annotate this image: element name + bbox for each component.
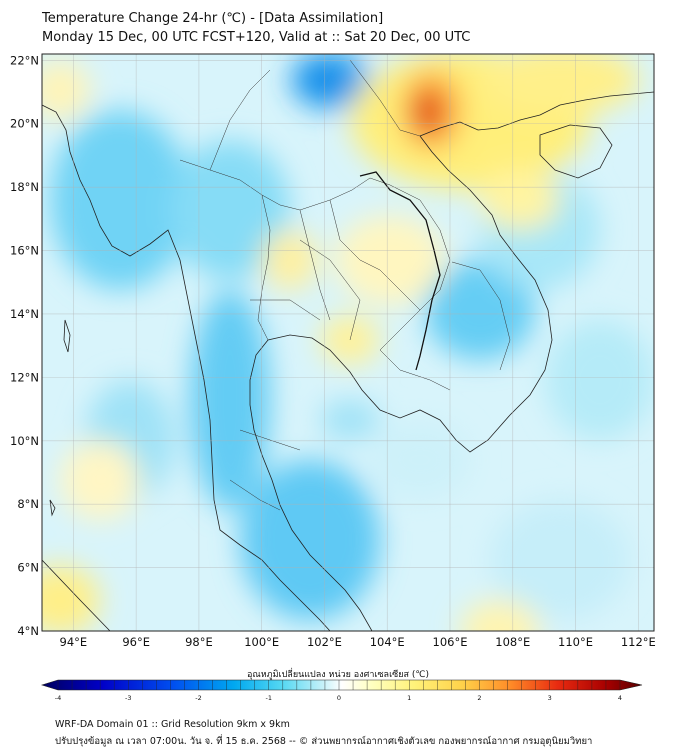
latitude-tick-label: 8°N: [17, 497, 39, 511]
colorbar-tick-label: -4: [55, 694, 61, 702]
map-subtitle: Monday 15 Dec, 00 UTC FCST+120, Valid at…: [42, 30, 471, 45]
latitude-tick-label: 18°N: [10, 180, 39, 194]
longitude-tick-label: 100°E: [244, 635, 279, 649]
latitude-labels: 4°N 6°N 8°N 10°N 12°N 14°N 16°N 18°N 20°N 22°N: [10, 53, 39, 638]
country-border: [359, 171, 441, 371]
longitude-tick-label: 94°E: [60, 635, 88, 649]
latitude-tick-label: 20°N: [10, 117, 39, 131]
colorbar-tick-label: -2: [195, 694, 201, 702]
longitude-tick-label: 96°E: [122, 635, 150, 649]
colorbar-tick-label: 0: [337, 694, 341, 702]
colorbar-tick-label: 3: [548, 694, 552, 702]
longitude-tick-label: 110°E: [558, 635, 593, 649]
footer-model-info: WRF-DA Domain 01 :: Grid Resolution 9km …: [55, 719, 290, 730]
colorbar-tick-label: -1: [266, 694, 272, 702]
map-title: Temperature Change 24-hr (℃) - [Data Ass…: [42, 11, 384, 26]
colorbar-bar: [40, 679, 643, 691]
colorbar-tick-label: 1: [407, 694, 411, 702]
latitude-tick-label: 4°N: [17, 624, 39, 638]
latitude-tick-label: 22°N: [10, 53, 39, 67]
colorbar-tick-label: -3: [125, 694, 131, 702]
longitude-tick-label: 106°E: [433, 635, 468, 649]
colorbar-ticks: [57, 680, 621, 690]
longitude-tick-label: 102°E: [307, 635, 342, 649]
longitude-tick-label: 98°E: [185, 635, 213, 649]
colorbar-title: อุณหภูมิเปลี่ยนแปลง หน่วย องศาเซลเซียส (…: [246, 670, 430, 680]
colorbar-tick-label: 4: [618, 694, 622, 702]
longitude-tick-label: 108°E: [495, 635, 530, 649]
longitude-tick-label: 104°E: [370, 635, 405, 649]
colorbar-labels: -4 -3 -2 -1 0 1 2 3 4: [55, 694, 622, 702]
latitude-tick-label: 12°N: [10, 370, 39, 384]
latitude-tick-label: 16°N: [10, 244, 39, 258]
longitude-labels: 94°E 96°E 98°E 100°E 102°E 104°E 106°E 108°E 110…: [60, 635, 656, 649]
latitude-tick-label: 10°N: [10, 434, 39, 448]
latitude-tick-label: 6°N: [17, 561, 39, 575]
plot-frame: [41, 53, 655, 632]
longitude-tick-label: 112°E: [621, 635, 656, 649]
colorbar: -4 -3 -2 -1 0 1 2 3 4: [40, 679, 643, 702]
temperature-field: [42, 54, 654, 631]
colorbar-tick-label: 2: [477, 694, 481, 702]
latitude-tick-label: 14°N: [10, 307, 39, 321]
footer-credit: ปรับปรุงข้อมูล ณ เวลา 07:00น. วัน จ. ที่…: [55, 736, 593, 747]
